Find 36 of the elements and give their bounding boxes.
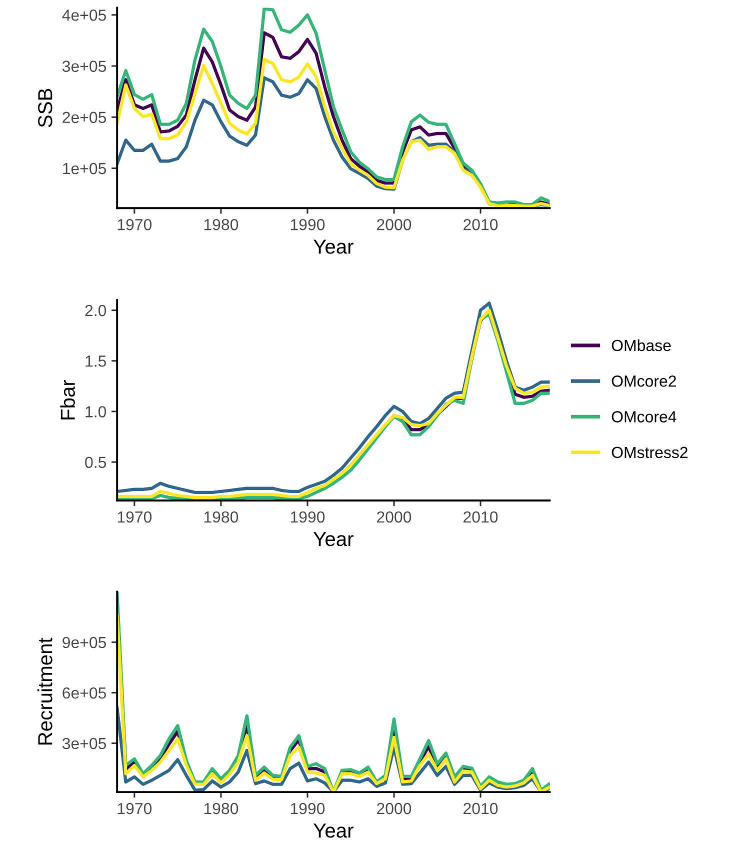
y-tick-label: 1e+05 [63, 162, 106, 174]
x-tick-label: 1980 [204, 218, 238, 230]
y-tick-label: 3e+05 [62, 60, 106, 72]
x-tick-label: 1990 [290, 802, 325, 814]
y-tick-label: 1.0 [86, 406, 106, 418]
x-tick-label: 1990 [290, 218, 325, 230]
y-axis-title: Recruitment [38, 638, 52, 744]
x-tick-label: 1990 [290, 511, 325, 523]
x-tick-label: 2000 [377, 218, 412, 230]
x-tick-label: 1970 [118, 802, 152, 814]
x-tick-label: 2000 [377, 511, 412, 523]
x-axis-title: Year [314, 532, 354, 546]
x-tick-label: 1970 [118, 218, 152, 230]
x-tick-label: 1980 [204, 802, 238, 814]
x-tick-label: 2010 [464, 511, 498, 523]
y-tick-label: 4e+05 [62, 10, 106, 21]
y-tick-label: 2.0 [85, 304, 106, 316]
x-axis-title: Year [314, 240, 354, 254]
legend-label: OMcore2 [612, 375, 676, 387]
x-axis-title: Year [314, 824, 354, 838]
y-tick-label: 2e+05 [62, 112, 106, 124]
x-tick-label: 2010 [464, 802, 498, 814]
y-tick-label: 1.5 [86, 356, 106, 367]
y-tick-label: 0.5 [85, 456, 106, 468]
y-tick-label: 6e+05 [62, 687, 106, 699]
legend-label: OMstress2 [612, 446, 688, 458]
y-axis-title: Fbar [60, 380, 75, 420]
y-tick-label: 9e+05 [62, 636, 106, 648]
x-tick-label: 1980 [204, 511, 238, 523]
y-axis-title: SSB [38, 88, 52, 128]
legend-label: OMbase [612, 339, 671, 352]
x-tick-label: 2010 [464, 218, 498, 230]
x-tick-label: 2000 [377, 802, 412, 814]
legend-label: OMcore4 [612, 411, 676, 422]
y-tick-label: 3e+05 [62, 738, 106, 750]
x-tick-label: 1970 [118, 511, 152, 523]
